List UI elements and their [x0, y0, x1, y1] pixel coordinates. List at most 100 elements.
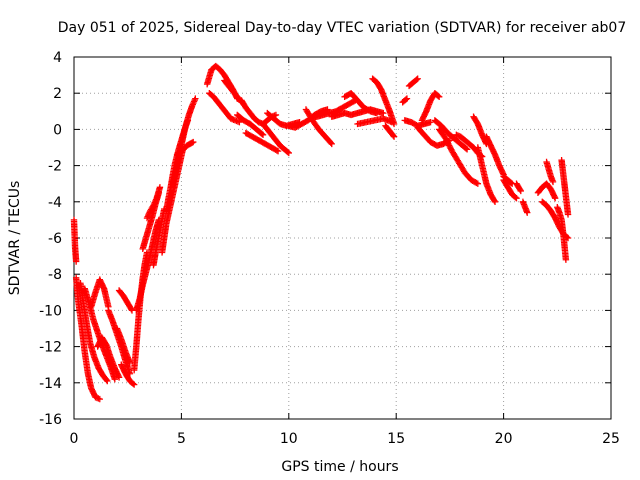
x-tick-label: 20 — [495, 431, 513, 447]
data-point — [328, 140, 335, 148]
data-point — [103, 376, 110, 384]
data-point — [156, 184, 164, 191]
series-track-37 — [399, 95, 411, 106]
data-point — [462, 145, 470, 152]
series-track-49 — [513, 180, 524, 195]
y-tick-label: -4 — [48, 195, 62, 211]
data-point — [96, 395, 103, 403]
data-point — [427, 118, 434, 126]
series-track-12 — [133, 216, 163, 314]
data-point — [564, 211, 572, 218]
data-point — [192, 95, 199, 102]
data-point — [513, 194, 520, 202]
data-point — [258, 130, 266, 138]
series-track-41 — [431, 117, 471, 153]
data-points — [70, 62, 572, 403]
data-point — [104, 377, 111, 385]
x-tick-label: 10 — [280, 431, 298, 447]
y-tick-label: 4 — [53, 50, 62, 66]
data-point — [444, 139, 451, 146]
series-track-25 — [242, 129, 282, 155]
y-axis-label: SDTVAR / TECUs — [7, 181, 23, 296]
data-point — [443, 136, 450, 144]
y-tick-labels: -16 -14 -12 -10 -8 -6 -4 -2 0 2 4 — [39, 50, 62, 428]
data-point — [474, 180, 482, 187]
data-point — [115, 374, 123, 381]
series-track-39 — [418, 90, 443, 124]
series-track-46 — [483, 133, 507, 178]
data-point — [413, 76, 420, 83]
series-track-42 — [435, 126, 482, 187]
data-point — [272, 111, 280, 119]
data-point — [403, 95, 411, 102]
series-track-21 — [206, 90, 243, 126]
axis-ticks — [73, 56, 612, 420]
data-point — [388, 118, 396, 126]
series-track-05 — [87, 276, 112, 310]
y-tick-label: 0 — [53, 122, 62, 138]
x-tick-label: 15 — [387, 431, 405, 447]
data-point — [443, 138, 451, 145]
data-point — [524, 209, 531, 216]
data-point — [273, 147, 280, 154]
data-point — [447, 145, 454, 152]
x-axis-label: GPS time / hours — [281, 459, 398, 475]
y-tick-label: -14 — [39, 376, 62, 392]
series-track-01 — [70, 216, 80, 265]
data-point — [435, 93, 443, 101]
y-tick-label: -12 — [39, 340, 62, 356]
y-tick-label: -16 — [39, 412, 62, 428]
data-point — [284, 148, 291, 156]
series-track-09 — [118, 361, 138, 388]
series-track-38 — [401, 117, 434, 129]
chart-title: Day 051 of 2025, Sidereal Day-to-day VTE… — [58, 20, 627, 36]
data-point — [402, 96, 410, 103]
data-point — [129, 380, 137, 387]
series-track-53 — [543, 158, 557, 186]
data-point — [463, 146, 471, 153]
data-point — [149, 203, 156, 210]
data-point — [380, 109, 387, 117]
data-point — [473, 179, 480, 187]
data-point — [414, 75, 421, 82]
series-track-08 — [113, 325, 134, 367]
series-track-33 — [369, 75, 398, 128]
data-point — [434, 92, 442, 100]
data-point — [507, 179, 515, 186]
data-point — [285, 149, 292, 157]
data-point — [190, 138, 197, 146]
series-track-32 — [341, 90, 381, 117]
data-point — [390, 133, 398, 140]
series-track-54 — [554, 204, 570, 263]
x-tick-label: 0 — [70, 431, 79, 447]
series-track-34 — [354, 115, 396, 128]
series-track-48 — [500, 176, 520, 202]
data-point — [111, 375, 119, 383]
grid-lines — [74, 57, 611, 419]
series-track-10 — [115, 287, 136, 314]
y-tick-label: -8 — [48, 267, 62, 283]
series-track-51 — [534, 180, 559, 202]
series-track-43 — [453, 131, 486, 160]
data-point — [445, 142, 453, 149]
data-point — [128, 305, 135, 313]
series-track-50 — [519, 198, 531, 216]
series-track-14 — [143, 184, 164, 222]
data-point — [274, 147, 282, 155]
series-track-26 — [259, 120, 292, 157]
data-point — [517, 187, 524, 195]
data-point — [516, 186, 524, 193]
series-track-24 — [234, 111, 267, 139]
data-point — [130, 381, 138, 388]
x-tick-labels: 0 5 10 15 20 25 — [70, 431, 620, 447]
data-point — [72, 258, 80, 265]
y-tick-label: -2 — [48, 159, 62, 175]
series-track-18 — [169, 95, 199, 187]
data-point — [562, 256, 570, 263]
data-point — [389, 132, 397, 139]
data-point — [551, 194, 559, 202]
data-point — [259, 131, 267, 139]
y-tick-label: 2 — [53, 86, 62, 102]
x-tick-label: 5 — [177, 431, 186, 447]
